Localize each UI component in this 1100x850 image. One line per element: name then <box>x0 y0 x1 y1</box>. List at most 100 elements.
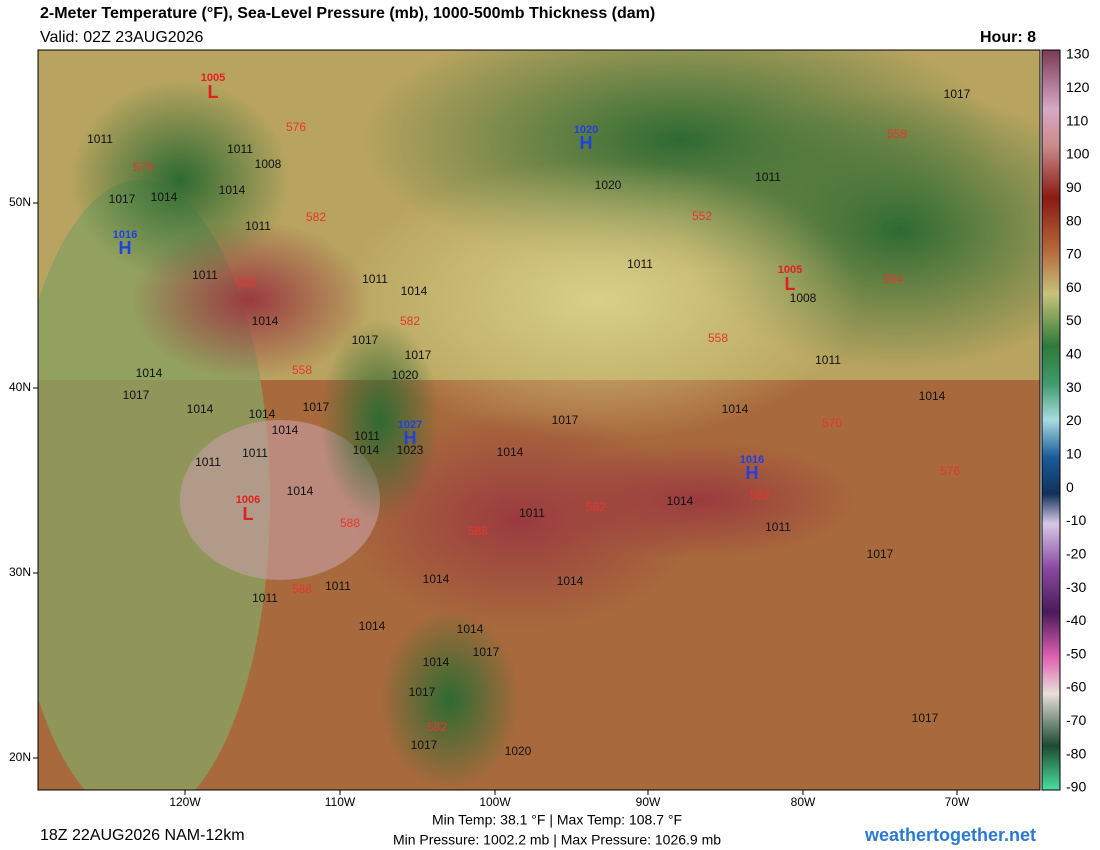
isobar-label: 1017 <box>944 87 971 101</box>
colorbar-label: -20 <box>1066 545 1086 561</box>
colorbar-label: 80 <box>1066 212 1082 228</box>
site-credit: weathertogether.net <box>864 825 1036 845</box>
isobar-label: 1020 <box>392 368 419 382</box>
isobar-label: 1011 <box>227 142 253 156</box>
colorbar-label: 130 <box>1066 46 1090 62</box>
isobar-label: 1014 <box>219 183 246 197</box>
map <box>38 50 1040 790</box>
isobar-label: 1011 <box>87 132 113 146</box>
low-center: L <box>243 504 254 524</box>
colorbar-label: 40 <box>1066 346 1082 362</box>
lon-label: 90W <box>636 795 661 809</box>
model-run: 18Z 22AUG2026 NAM-12km <box>40 827 245 844</box>
isobar-label: 1014 <box>557 574 584 588</box>
thickness-label: 558 <box>292 363 312 377</box>
isobar-label: 1014 <box>423 572 450 586</box>
isobar-label: 1017 <box>352 333 379 347</box>
isobar-label: 1014 <box>457 622 484 636</box>
isobar-label: 1017 <box>409 685 436 699</box>
isobar-label: 1017 <box>405 348 432 362</box>
isobar-label: 1014 <box>272 423 299 437</box>
high-pressure-value: 1020 <box>574 124 598 136</box>
isobar-label: 1011 <box>362 272 388 286</box>
map-frame <box>37 49 1041 791</box>
isobar-label: 1014 <box>187 402 214 416</box>
pressure-range: Min Pressure: 1002.2 mb | Max Pressure: … <box>393 832 721 848</box>
isobar-label: 1011 <box>242 446 268 460</box>
colorbar-label: -70 <box>1066 712 1086 728</box>
isobar-label: 1014 <box>287 484 314 498</box>
isobar-label: 1011 <box>245 219 271 233</box>
colorbar-label: 0 <box>1066 479 1074 495</box>
high-pressure-value: 1016 <box>113 229 137 241</box>
isobar-label: 1008 <box>255 157 282 171</box>
isobar-label: 1017 <box>303 400 330 414</box>
isobar-label: 1023 <box>397 443 424 457</box>
isobar-label: 1011 <box>354 429 380 443</box>
lat-label: 50N <box>9 195 31 209</box>
thickness-label: 588 <box>468 524 488 538</box>
colorbar-label: 120 <box>1066 79 1090 95</box>
isobar-label: 1014 <box>497 445 524 459</box>
thickness-label: 582 <box>400 314 420 328</box>
high-center: H <box>746 463 759 483</box>
thickness-label: 582 <box>750 488 770 502</box>
isobar-label: 1020 <box>595 178 622 192</box>
lon-label: 100W <box>479 795 511 809</box>
lat-label: 20N <box>9 750 31 764</box>
thickness-label: 564 <box>883 272 903 286</box>
isobar-label: 1014 <box>151 190 178 204</box>
colorbar <box>1041 49 1061 791</box>
colorbar-label: 10 <box>1066 446 1082 462</box>
lon-label: 120W <box>169 795 201 809</box>
isobar-label: 1014 <box>252 314 279 328</box>
isobar-label: 1011 <box>815 353 841 367</box>
thickness-label: 576 <box>940 464 960 478</box>
high-center: H <box>404 428 417 448</box>
colorbar-label: 100 <box>1066 146 1090 162</box>
high-center: H <box>580 133 593 153</box>
isobar-label: 1008 <box>790 291 817 305</box>
thickness-label: 588 <box>292 582 312 596</box>
isobar-label: 1014 <box>667 494 694 508</box>
thickness-label: 570 <box>133 160 153 174</box>
isobar-label: 1011 <box>755 170 781 184</box>
isobar-label: 1014 <box>353 443 380 457</box>
low-pressure-value: 1005 <box>778 264 802 276</box>
isobar-label: 1011 <box>765 520 791 534</box>
lon-label: 70W <box>945 795 970 809</box>
valid-time: Valid: 02Z 23AUG2026 <box>40 29 203 46</box>
isobar-label: 1014 <box>359 619 386 633</box>
isobar-label: 1017 <box>912 711 939 725</box>
thickness-label: 576 <box>286 120 306 134</box>
thickness-label: 582 <box>236 275 256 289</box>
thickness-label: 558 <box>708 331 728 345</box>
isobar-label: 1011 <box>195 455 221 469</box>
isobar-label: 1020 <box>505 744 532 758</box>
lat-label: 30N <box>9 565 31 579</box>
colorbar-label: 110 <box>1066 112 1089 128</box>
colorbar-label: -80 <box>1066 745 1086 761</box>
lat-label: 40N <box>9 380 31 394</box>
thickness-label: 582 <box>586 500 606 514</box>
isobar-label: 1017 <box>411 738 438 752</box>
colorbar-label: 30 <box>1066 379 1082 395</box>
colorbar-label: -10 <box>1066 512 1086 528</box>
thickness-label: 552 <box>692 209 712 223</box>
colorbar-label: 20 <box>1066 412 1082 428</box>
isobar-label: 1014 <box>423 655 450 669</box>
isobar-label: 1011 <box>252 591 278 605</box>
temp-range: Min Temp: 38.1 °F | Max Temp: 108.7 °F <box>432 812 682 828</box>
low-center: L <box>785 274 796 294</box>
high-pressure-value: 1027 <box>398 419 422 431</box>
thickness-label: 588 <box>340 516 360 530</box>
colorbar-label: 50 <box>1066 312 1082 328</box>
colorbar-label: -60 <box>1066 679 1086 695</box>
isobar-label: 1014 <box>919 389 946 403</box>
low-center: L <box>208 82 219 102</box>
high-center: H <box>119 238 132 258</box>
low-pressure-value: 1006 <box>236 494 260 506</box>
isobar-label: 1017 <box>123 388 150 402</box>
isobar-label: 1014 <box>136 366 163 380</box>
